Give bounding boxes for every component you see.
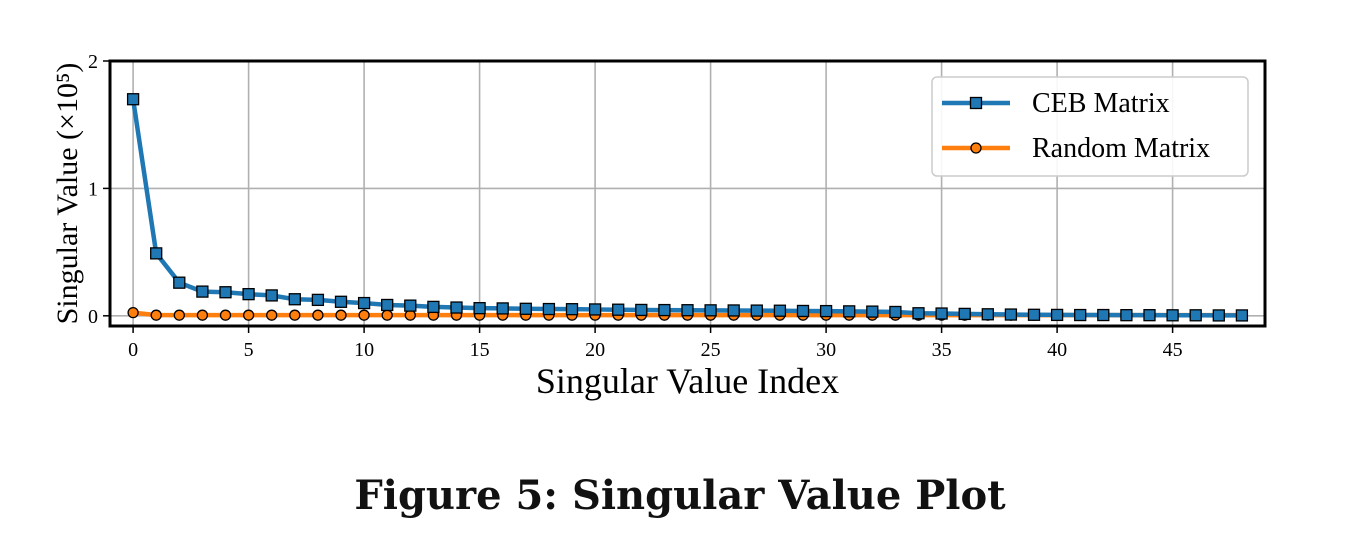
legend-circle-marker <box>970 142 982 154</box>
ceb-point <box>1074 308 1087 322</box>
ceb-point <box>242 287 255 301</box>
ceb-point <box>889 305 902 319</box>
ceb-point <box>1097 308 1110 322</box>
ceb-point <box>1166 309 1179 322</box>
ceb-point <box>658 303 671 317</box>
x-tick-label: 15 <box>470 339 490 361</box>
random-point <box>196 309 209 321</box>
x-tick-label: 5 <box>244 339 254 361</box>
ticks: 0 5 10 15 20 25 30 35 40 45 0 1 2 <box>88 51 1183 361</box>
figure-caption: Figure 5: Singular Value Plot <box>354 472 1006 519</box>
random-point <box>219 309 232 321</box>
ceb-point <box>1004 308 1018 321</box>
random-point <box>289 309 301 321</box>
series-layer <box>126 93 1249 322</box>
ceb-point <box>912 307 925 320</box>
y-tick-label: 2 <box>88 51 98 73</box>
ceb-point <box>219 286 232 299</box>
ceb-point <box>473 302 486 315</box>
ceb-point <box>196 285 209 298</box>
ceb-point <box>1189 309 1202 322</box>
legend-box <box>931 76 1249 177</box>
ceb-point <box>1235 309 1249 322</box>
x-tick-label: 0 <box>128 339 138 361</box>
ceb-point <box>288 293 301 306</box>
ceb-point <box>450 301 463 314</box>
ceb-point <box>311 293 325 307</box>
ceb-point <box>150 247 163 260</box>
singular-value-chart: 0 5 10 15 20 25 30 35 40 45 0 1 2 Singular Value Ind… <box>51 51 1267 401</box>
ceb-point <box>173 276 186 289</box>
x-tick-label: 30 <box>816 339 836 361</box>
x-axis-label: Singular Value Index <box>536 361 839 401</box>
ceb-point <box>357 296 371 310</box>
random-point <box>266 309 278 321</box>
random-point <box>242 309 255 321</box>
ceb-point <box>126 93 140 106</box>
x-tick-label: 40 <box>1047 339 1067 361</box>
ceb-point <box>773 304 787 317</box>
x-tick-label: 25 <box>701 339 721 361</box>
x-tick-label: 10 <box>354 339 374 361</box>
legend-square-marker <box>969 96 983 110</box>
random-point <box>335 309 347 321</box>
ceb-point <box>334 295 348 308</box>
random-point <box>312 309 324 321</box>
ceb-point <box>1212 309 1225 322</box>
ceb-point <box>565 303 579 316</box>
ceb-point <box>588 303 602 316</box>
ceb-point <box>796 304 810 318</box>
y-tick-label: 1 <box>88 178 98 200</box>
x-tick-label: 35 <box>932 339 952 361</box>
ceb-point <box>542 302 556 316</box>
random-point <box>381 309 393 321</box>
ceb-point <box>1143 309 1156 322</box>
x-tick-label: 20 <box>585 339 605 361</box>
ceb-point <box>750 304 763 317</box>
ceb-point <box>935 307 948 320</box>
ceb-point <box>1120 309 1133 322</box>
ceb-point <box>981 308 994 321</box>
ceb-point <box>866 305 879 318</box>
x-tick-label: 45 <box>1163 339 1183 361</box>
random-point <box>358 309 370 321</box>
y-axis-label: Singular Value (×10⁵) <box>51 63 84 325</box>
random-point <box>150 309 162 321</box>
ceb-point <box>635 303 648 317</box>
ceb-point <box>404 299 417 312</box>
random-point <box>173 309 185 321</box>
ceb-point <box>519 302 532 315</box>
legend-label: Random Matrix <box>1032 133 1210 164</box>
legend-label: CEB Matrix <box>1032 88 1170 119</box>
ceb-point <box>681 304 694 317</box>
ceb-point <box>265 289 278 302</box>
legend: CEB Matrix Random Matrix <box>931 76 1249 177</box>
ceb-point <box>819 304 833 318</box>
ceb-point <box>727 304 740 317</box>
plot-frame <box>108 59 1267 328</box>
random-point <box>127 306 139 319</box>
ceb-point <box>381 298 394 312</box>
ceb-point <box>704 304 717 317</box>
ceb-point <box>958 307 971 321</box>
y-tick-label: 0 <box>88 306 98 328</box>
ceb-point <box>427 300 440 314</box>
ceb-point <box>843 305 856 318</box>
ceb-point <box>1027 308 1041 321</box>
ceb-point <box>1050 308 1064 322</box>
ceb-point <box>496 302 509 315</box>
ceb-point <box>612 303 625 316</box>
